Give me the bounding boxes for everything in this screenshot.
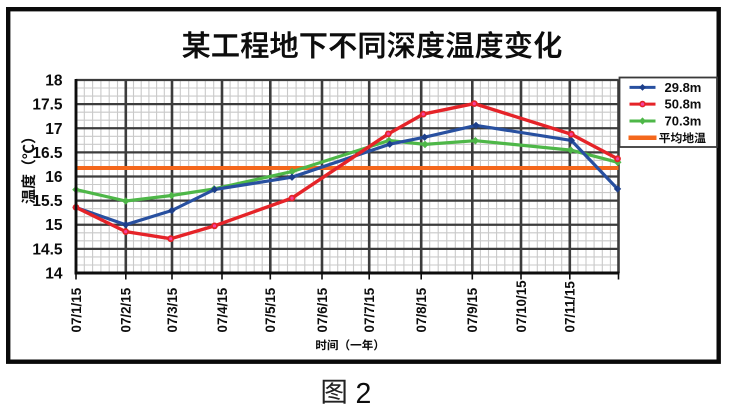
svg-text:18: 18 <box>45 73 63 90</box>
svg-text:07/7/15: 07/7/15 <box>362 287 377 332</box>
svg-text:15: 15 <box>45 217 63 234</box>
svg-text:07/10/15: 07/10/15 <box>514 280 529 333</box>
svg-text:50.8m: 50.8m <box>665 97 702 112</box>
svg-text:17: 17 <box>45 121 62 138</box>
svg-text:07/3/15: 07/3/15 <box>165 287 180 332</box>
svg-text:07/1/15: 07/1/15 <box>69 287 84 332</box>
svg-text:15.5: 15.5 <box>32 193 63 210</box>
svg-text:07/6/15: 07/6/15 <box>315 287 330 332</box>
svg-text:16: 16 <box>45 169 63 186</box>
svg-text:14.5: 14.5 <box>32 241 63 258</box>
svg-text:07/4/15: 07/4/15 <box>215 287 230 332</box>
svg-text:07/2/15: 07/2/15 <box>119 287 134 332</box>
svg-text:2: 2 <box>356 378 372 410</box>
svg-text:07/8/15: 07/8/15 <box>414 287 429 332</box>
svg-text:07/5/15: 07/5/15 <box>263 287 278 332</box>
svg-text:17.5: 17.5 <box>32 97 63 114</box>
svg-text:07/11/15: 07/11/15 <box>563 281 578 333</box>
svg-text:70.3m: 70.3m <box>665 114 702 129</box>
svg-text:29.8m: 29.8m <box>665 80 702 95</box>
svg-text:07/9/15: 07/9/15 <box>465 287 480 332</box>
svg-text:16.5: 16.5 <box>32 145 63 162</box>
svg-text:14: 14 <box>45 266 63 283</box>
